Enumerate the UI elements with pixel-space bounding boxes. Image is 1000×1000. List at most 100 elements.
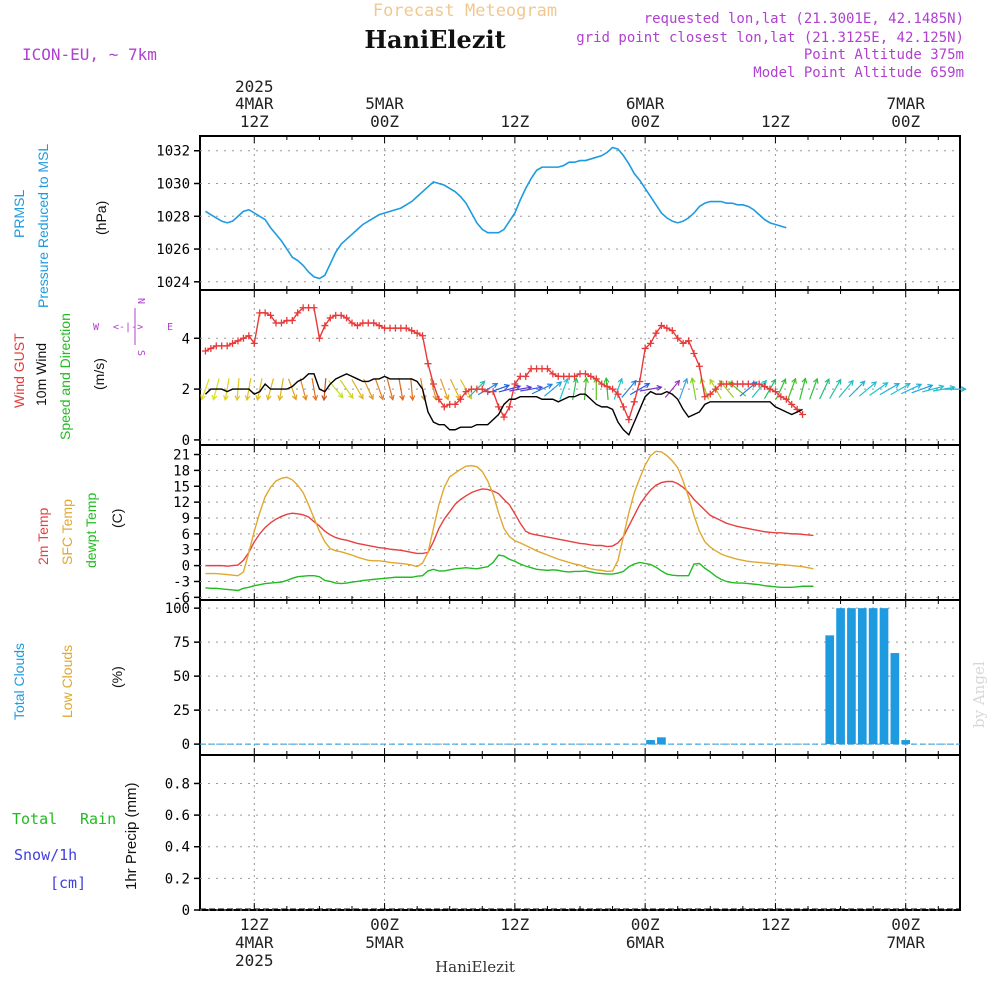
gust-marker xyxy=(799,411,807,419)
bottom-time-label: 12Z xyxy=(500,915,529,934)
y-tick-label: -3 xyxy=(173,574,190,590)
gust-marker xyxy=(353,322,361,330)
gust-marker xyxy=(712,385,720,393)
model-name: ICON-EU, ~ 7km xyxy=(22,45,157,64)
wind-arrow-head xyxy=(277,395,284,402)
y-tick-label: 1032 xyxy=(156,144,190,160)
wind-arrow xyxy=(890,383,911,396)
wind-arrow-head xyxy=(656,385,663,391)
panel-frame xyxy=(199,754,961,911)
credit-watermark: by Angel xyxy=(970,661,988,728)
bottom-time-label: 00Z xyxy=(370,915,399,934)
gust-marker xyxy=(679,339,687,347)
cloud-bar xyxy=(825,635,835,745)
gust-marker xyxy=(440,403,448,411)
panel-frame xyxy=(199,599,961,756)
wind-arrow xyxy=(449,378,461,400)
top-time-label: 00Z xyxy=(631,112,660,131)
gust-marker xyxy=(326,314,334,322)
compass-south: S xyxy=(135,350,146,356)
wind-arrow xyxy=(819,378,830,400)
y-tick-label: 1030 xyxy=(156,177,190,193)
rain-label: Rain xyxy=(80,810,116,828)
top-time-label: 12Z xyxy=(500,112,529,131)
gust-marker xyxy=(522,372,530,380)
gust-marker xyxy=(777,393,785,401)
wind-line xyxy=(204,373,803,437)
cloud-unit: (%) xyxy=(109,666,125,688)
pressure-line xyxy=(205,146,787,280)
wind-arrow xyxy=(664,380,680,398)
cloud-bar xyxy=(847,608,856,745)
gust-marker xyxy=(343,314,351,322)
gust-marker xyxy=(630,398,638,406)
wind-arrow xyxy=(224,378,230,401)
wind-arrow-head xyxy=(927,383,934,390)
gust-marker xyxy=(657,322,665,330)
gust-marker xyxy=(500,413,508,421)
wind-arrow-head xyxy=(882,382,889,388)
wind-10m-label: 10m Wind xyxy=(33,343,49,406)
wind-arrow xyxy=(787,378,797,400)
wind-arrow-head xyxy=(617,377,624,384)
temp-2m-line xyxy=(205,480,814,567)
clouds-panel: 0 25 50 75 100 xyxy=(165,599,961,756)
gust-marker xyxy=(229,339,237,347)
wind-arrow-head xyxy=(603,376,610,383)
top-time-label: 00Z xyxy=(891,112,920,131)
gust-marker xyxy=(435,395,443,403)
wind-arrow-head xyxy=(479,380,486,387)
gust-marker xyxy=(755,380,763,388)
pressure-unit: (hPa) xyxy=(93,201,109,235)
pressure-labels: PRMSL Pressure Reduced to MSL (hPa) xyxy=(11,144,109,308)
wind-arrow xyxy=(559,378,569,400)
wind-arrow xyxy=(900,383,922,395)
wind-arrow xyxy=(629,383,650,396)
gust-marker xyxy=(782,395,790,403)
wind-arrow xyxy=(339,379,354,399)
wind-arrow-head xyxy=(689,377,696,384)
gust-marker xyxy=(641,344,649,352)
y-tick-label: 0 xyxy=(182,903,190,919)
wind-arrow xyxy=(922,385,944,393)
gust-marker xyxy=(315,334,323,342)
wind-arrow xyxy=(869,382,888,396)
gust-marker xyxy=(495,403,503,411)
y-tick-label: 0.2 xyxy=(165,871,190,887)
gust-line xyxy=(205,307,804,422)
wind-arrow-head xyxy=(859,380,866,387)
wind-arrow-head xyxy=(358,393,364,400)
temp-dewpt-label: dewpt Temp xyxy=(83,493,99,568)
y-tick-label: 18 xyxy=(173,463,190,479)
wind-arrow-head xyxy=(234,395,241,402)
cloud-bar xyxy=(857,608,867,745)
y-tick-label: 0 xyxy=(182,433,190,449)
top-time-label: 00Z xyxy=(370,112,399,131)
panel-frame xyxy=(199,135,961,291)
wind-arrow-head xyxy=(492,382,499,389)
gust-marker xyxy=(321,322,329,330)
gust-marker xyxy=(598,380,606,388)
wind-arrow xyxy=(287,378,297,400)
gust-marker xyxy=(614,390,622,398)
gust-marker xyxy=(424,360,432,368)
temp-sfc-line xyxy=(205,450,814,577)
wind-arrow-head xyxy=(321,395,328,402)
gust-marker xyxy=(250,339,258,347)
wind-arrow-head xyxy=(674,379,681,386)
wind-arrow-head xyxy=(265,394,272,401)
y-tick-label: 9 xyxy=(182,511,190,527)
top-time-label: 12Z xyxy=(761,112,790,131)
gust-marker xyxy=(245,332,253,340)
wind-arrow-head xyxy=(556,381,563,387)
temp-dewpt-line xyxy=(205,554,814,592)
wind-arrow xyxy=(531,383,553,395)
gust-marker xyxy=(408,327,416,335)
gust-marker xyxy=(788,400,796,408)
wind-arrow-head xyxy=(871,381,878,387)
snow-label: Snow/1h xyxy=(14,846,77,864)
gust-marker xyxy=(201,347,209,355)
gust-marker xyxy=(701,393,709,401)
wind-arrow xyxy=(829,379,842,399)
